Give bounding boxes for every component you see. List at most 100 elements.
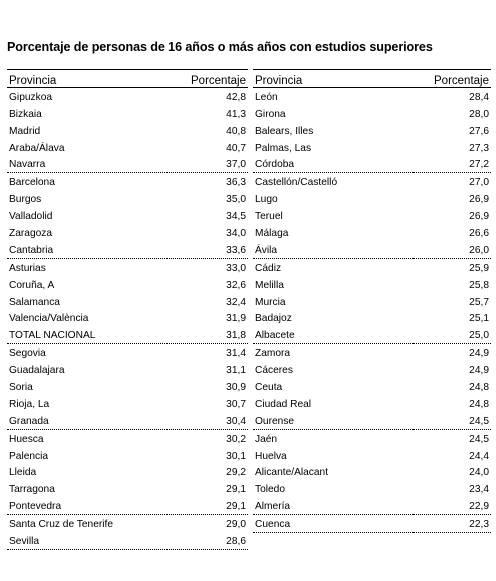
table-row: Cantabria 33,6 (7, 241, 248, 259)
table-row: Girona 28,0 (253, 105, 491, 122)
provincia-cell: Valladolid (9, 211, 53, 223)
table-right: Provincia Porcentaje León 28,4 Girona 28,0 B… (253, 69, 491, 534)
table-row: Teruel 26,9 (253, 207, 491, 224)
table-row: Cádiz 25,9 (253, 258, 491, 275)
provincia-cell: Lugo (255, 194, 278, 206)
porcentaje-cell: 24,9 (469, 365, 489, 377)
provincia-cell: Guadalajara (9, 365, 65, 377)
provincia-cell: Burgos (9, 194, 42, 206)
provincia-cell: Albacete (253, 326, 413, 345)
porcentaje-cell: 24,8 (469, 398, 489, 410)
porcentaje-cell: 30,2 (226, 433, 246, 445)
table-row: Huesca 30,2 (7, 429, 248, 446)
provincia-cell: Segovia (9, 348, 46, 360)
table-row: Almería 22,9 (253, 497, 491, 516)
table-row: Granada 30,4 (7, 411, 248, 430)
provincia-cell: Zaragoza (9, 228, 53, 240)
table-row: Bizkaia 41,3 (7, 105, 248, 122)
table-row: Tarragona 29,1 (7, 480, 248, 497)
provincia-cell: Salamanca (9, 296, 60, 308)
provincia-cell: Teruel (255, 211, 283, 223)
table-row: Soria 30,9 (7, 378, 248, 395)
table-row: Toledo 23,4 (253, 480, 491, 497)
provincia-cell: Palencia (9, 450, 49, 462)
provincia-cell: Alicante/Alacant (255, 467, 329, 479)
provincia-cell: Coruña, A (9, 279, 55, 291)
table-row: Jaén 24,5 (253, 429, 491, 446)
table-row: Lugo 26,9 (253, 190, 491, 207)
provincia-cell: Jaén (255, 433, 278, 445)
provincia-cell: Cáceres (255, 365, 293, 377)
provincia-cell: Córdoba (253, 155, 413, 174)
provincia-cell: Santa Cruz de Tenerife (9, 519, 114, 531)
table-row: Cáceres 24,9 (253, 361, 491, 378)
porcentaje-cell: 24,9 (469, 348, 489, 360)
porcentaje-cell: 42,8 (226, 91, 246, 103)
provincia-cell: Palmas, Las (255, 142, 312, 154)
provincia-cell: TOTAL NACIONAL (7, 326, 167, 345)
table-row: Asturias 33,0 (7, 258, 248, 275)
porcentaje-cell: 26,0 (413, 241, 491, 259)
table-row: Pontevedra 29,1 (7, 497, 248, 516)
provincia-cell: Pontevedra (7, 497, 167, 516)
provincia-cell: Sevilla (7, 532, 167, 551)
provincia-cell: Málaga (255, 228, 289, 240)
provincia-cell: Soria (9, 382, 33, 394)
provincia-cell: Girona (255, 108, 286, 120)
table-row: Sevilla 28,6 (7, 532, 248, 551)
porcentaje-cell: 26,6 (469, 228, 489, 240)
provincia-cell: Rioja, La (9, 398, 50, 410)
provincia-cell: Almería (253, 497, 413, 516)
table-row: Ourense 24,5 (253, 411, 491, 430)
porcentaje-cell: 29,2 (226, 467, 246, 479)
porcentaje-cell: 27,6 (469, 125, 489, 137)
provincia-cell: Lleida (9, 467, 37, 479)
porcentaje-cell: 25,0 (413, 326, 491, 345)
table-row: Ciudad Real 24,8 (253, 395, 491, 412)
provincia-cell: Cantabria (7, 241, 167, 259)
porcentaje-cell: 35,0 (226, 194, 246, 206)
porcentaje-cell: 28,0 (469, 108, 489, 120)
porcentaje-cell: 25,7 (469, 296, 489, 308)
porcentaje-cell: 25,9 (469, 262, 489, 274)
porcentaje-cell: 26,9 (469, 194, 489, 206)
header-provincia: Provincia (253, 69, 413, 88)
table-row: Albacete 25,0 (253, 326, 491, 345)
provincia-cell: Asturias (9, 262, 46, 274)
porcentaje-cell: 22,9 (413, 497, 491, 516)
table-row: Navarra 37,0 (7, 155, 248, 174)
porcentaje-cell: 37,0 (167, 155, 248, 174)
porcentaje-cell: 40,8 (226, 125, 246, 137)
table-row: Cuenca 22,3 (253, 514, 491, 534)
table-row: Guadalajara 31,1 (7, 361, 248, 378)
table-row: Palencia 30,1 (7, 447, 248, 464)
provincia-cell: Barcelona (9, 177, 55, 189)
porcentaje-cell: 30,9 (226, 382, 246, 394)
provincia-cell: Zamora (255, 348, 291, 360)
porcentaje-cell: 29,1 (226, 484, 246, 496)
porcentaje-cell: 33,0 (226, 262, 246, 274)
table-row: Zamora 24,9 (253, 344, 491, 361)
table-title: Porcentaje de personas de 16 años o más … (7, 40, 433, 54)
table-row: Huelva 24,4 (253, 447, 491, 464)
porcentaje-cell: 40,7 (226, 142, 246, 154)
porcentaje-cell: 41,3 (226, 108, 246, 120)
porcentaje-cell: 24,4 (469, 450, 489, 462)
table-row: Barcelona 36,3 (7, 173, 248, 190)
porcentaje-cell: 31,8 (167, 326, 248, 345)
provincia-cell: Ávila (253, 241, 413, 259)
table-row: Balears, Illes 27,6 (253, 122, 491, 139)
table-row: Valladolid 34,5 (7, 207, 248, 224)
table-row: Santa Cruz de Tenerife 29,0 (7, 515, 248, 532)
provincia-cell: Cádiz (255, 262, 282, 274)
provincia-cell: Cuenca (253, 514, 413, 534)
table-row: Lleida 29,2 (7, 464, 248, 481)
porcentaje-cell: 31,9 (226, 313, 246, 325)
porcentaje-cell: 24,5 (469, 433, 489, 445)
provincia-cell: Madrid (9, 125, 41, 137)
porcentaje-cell: 22,3 (413, 514, 491, 534)
table-row: Ávila 26,0 (253, 241, 491, 259)
porcentaje-cell: 34,0 (226, 228, 246, 240)
porcentaje-cell: 29,0 (226, 519, 246, 531)
porcentaje-cell: 27,2 (413, 155, 491, 174)
